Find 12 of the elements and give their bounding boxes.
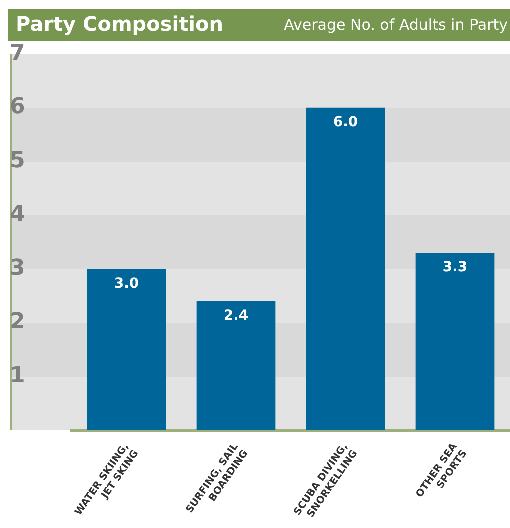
bar	[306, 108, 386, 430]
data-label: 3.0	[114, 276, 140, 292]
y-tick-label: 7	[10, 40, 26, 66]
chart-title: Party Composition	[16, 12, 224, 36]
data-label: 3.3	[442, 260, 468, 276]
bar	[416, 253, 495, 430]
bar	[87, 269, 166, 430]
data-label: 6.0	[333, 114, 358, 131]
y-tick-label: 1	[10, 363, 26, 388]
data-label: 2.4	[224, 308, 249, 324]
bar	[196, 301, 276, 430]
chart-subtitle: Average No. of Adults in Party	[284, 16, 508, 34]
